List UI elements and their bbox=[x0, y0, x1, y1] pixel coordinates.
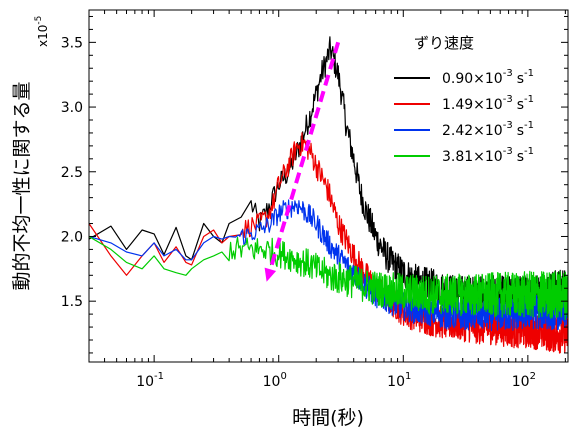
y-tick-label: 3.0 bbox=[61, 100, 83, 116]
svg-text:x10-5: x10-5 bbox=[34, 16, 50, 47]
legend: ずり速度 0.90×10-3 s-11.49×10-3 s-12.42×10-3 s-… bbox=[394, 34, 534, 165]
x-tick-label-base: 10 bbox=[263, 374, 281, 390]
legend-title: ずり速度 bbox=[414, 34, 474, 52]
x-tick-label: 101 bbox=[387, 371, 411, 390]
legend-label-main: 3.81×10 bbox=[442, 149, 503, 165]
x-tick-label-exponent: -1 bbox=[154, 371, 164, 382]
series-line-4 bbox=[89, 235, 568, 320]
x-axis-label: 時間(秒) bbox=[292, 407, 364, 429]
legend-label-4: 3.81×10-3 s-1 bbox=[442, 146, 534, 165]
trend-arrow-head bbox=[264, 267, 277, 282]
legend-label-main: 1.49×10 bbox=[442, 97, 503, 113]
y-axis-label: 動的不均一性に関する量 bbox=[11, 81, 33, 290]
legend-label-unit: s bbox=[517, 71, 524, 87]
legend-label-exp: -3 bbox=[503, 68, 513, 79]
x-tick-label-base: 10 bbox=[512, 374, 530, 390]
x-tick-label: 100 bbox=[263, 371, 287, 390]
x-tick-label: 10-1 bbox=[136, 371, 164, 390]
legend-label-main: 2.42×10 bbox=[442, 123, 503, 139]
legend-label-exp: -3 bbox=[503, 146, 513, 157]
x-tick-label: 102 bbox=[512, 371, 536, 390]
legend-label-unit: s bbox=[517, 149, 524, 165]
legend-label-unit-exp: -1 bbox=[524, 68, 534, 79]
x-tick-label-base: 10 bbox=[387, 374, 405, 390]
legend-label-main: 0.90×10 bbox=[442, 71, 503, 87]
plot-frame bbox=[88, 9, 569, 363]
y-multiplier-base: x10 bbox=[36, 25, 50, 47]
x-tick-label-base: 10 bbox=[136, 374, 154, 390]
trend-arrow-shaft bbox=[268, 41, 341, 270]
legend-label-unit: s bbox=[517, 123, 524, 139]
legend-label-unit-exp: -1 bbox=[524, 146, 534, 157]
y-multiplier: x10-5 bbox=[34, 16, 50, 47]
x-tick-label-exponent: 2 bbox=[530, 371, 536, 382]
legend-label-1: 0.90×10-3 s-1 bbox=[442, 68, 534, 87]
x-tick-label-exponent: 0 bbox=[280, 371, 286, 382]
legend-label-unit-exp: -1 bbox=[524, 94, 534, 105]
legend-label-2: 1.49×10-3 s-1 bbox=[442, 94, 534, 113]
y-tick-label: 3.5 bbox=[61, 35, 83, 51]
legend-label-unit: s bbox=[517, 97, 524, 113]
x-tick-label-exponent: 1 bbox=[405, 371, 411, 382]
legend-label-exp: -3 bbox=[503, 120, 513, 131]
y-tick-label: 1.5 bbox=[61, 294, 83, 310]
y-multiplier-exponent: -5 bbox=[34, 16, 44, 25]
legend-label-unit-exp: -1 bbox=[524, 120, 534, 131]
y-tick-labels: 1.5 2.0 2.5 3.0 3.5 bbox=[61, 35, 83, 310]
ticks-layer bbox=[88, 10, 568, 362]
series-line-2 bbox=[89, 132, 568, 354]
y-tick-label: 2.5 bbox=[61, 165, 83, 181]
y-tick-label: 2.0 bbox=[61, 229, 83, 245]
series-layer bbox=[89, 36, 568, 354]
arrow-layer bbox=[264, 41, 341, 282]
legend-label-exp: -3 bbox=[503, 94, 513, 105]
legend-label-3: 2.42×10-3 s-1 bbox=[442, 120, 534, 139]
x-tick-labels: 10-1 100 101 102 bbox=[136, 371, 536, 390]
